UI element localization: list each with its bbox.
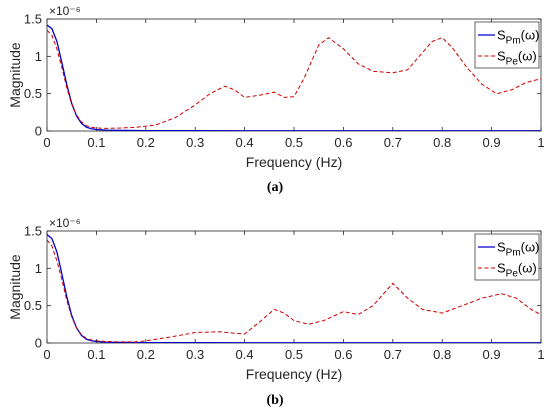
x-tick-label: 0.1 (87, 347, 105, 362)
x-tick-label: 0 (43, 135, 50, 150)
series-line-pe (47, 239, 541, 343)
y-tick-label: 1 (35, 49, 42, 64)
legend: SPm(ω)SPe(ω) (474, 21, 540, 69)
y-tick-label: 0.5 (24, 86, 42, 101)
legend-entry-base: S (497, 240, 506, 255)
x-tick-label: 0.9 (483, 347, 501, 362)
legend-entry-base: S (497, 49, 506, 64)
panel-a: 0 0.1 0.2 0.3 0.4 0.5 0.6 0.7 0.8 0.9 1 0 0.5 1 1.5 ×10… (7, 4, 545, 195)
x-tick-label: 1 (537, 347, 544, 362)
legend-entry: SPm(ω) (497, 28, 539, 47)
y-tick-label: 0 (35, 336, 42, 351)
series-line-pe (47, 29, 541, 129)
x-tick-label: 0.4 (236, 347, 254, 362)
y-tick-label: 0.5 (24, 298, 42, 313)
x-axis-label: Frequency (Hz) (246, 154, 342, 170)
x-tick-label: 0.7 (384, 135, 402, 150)
legend-box (474, 21, 540, 69)
series-line-pm (47, 24, 541, 131)
x-tick-label: 0.3 (186, 135, 204, 150)
x-tick-label: 0.2 (137, 135, 155, 150)
legend-entry: SPe(ω) (497, 261, 537, 280)
y-tick-label: 1.5 (24, 224, 42, 239)
y-exponent-label: ×10⁻⁶ (49, 216, 81, 230)
x-tick-label: 0.2 (137, 347, 155, 362)
x-tick-label: 0.5 (285, 135, 303, 150)
x-tick-label: 0.3 (186, 347, 204, 362)
x-tick-label: 0.5 (285, 347, 303, 362)
plot-area (46, 18, 542, 132)
legend-entry-subscript: Pe (506, 269, 519, 280)
x-axis-label: Frequency (Hz) (246, 366, 342, 382)
x-tick-label: 1 (537, 135, 544, 150)
legend-entry-subscript: Pm (506, 248, 521, 259)
panel-caption: (b) (266, 393, 283, 408)
plot-area (46, 230, 542, 344)
x-tick-label: 0 (43, 347, 50, 362)
legend-entry-tail: (ω) (521, 240, 540, 255)
x-tick-label: 0.7 (384, 347, 402, 362)
panel-caption: (a) (267, 180, 284, 195)
legend-entry-subscript: Pe (506, 57, 519, 68)
legend-entry-tail: (ω) (521, 28, 540, 43)
y-axis-label: Magnitude (7, 42, 23, 108)
x-tick-label: 0.9 (483, 135, 501, 150)
x-tick-label: 0.8 (433, 347, 451, 362)
y-tick-label: 1 (35, 261, 42, 276)
x-tick-label: 0.4 (236, 135, 254, 150)
y-exponent-label: ×10⁻⁶ (49, 4, 81, 18)
legend-box (474, 233, 540, 281)
series-line-pm (47, 234, 541, 343)
y-tick-label: 0 (35, 124, 42, 139)
legend-entry: SPm(ω) (497, 240, 539, 259)
x-tick-label: 0.6 (334, 135, 352, 150)
legend-entry-base: S (497, 28, 506, 43)
x-tick-label: 0.1 (87, 135, 105, 150)
legend: SPm(ω)SPe(ω) (474, 233, 540, 281)
y-axis-label: Magnitude (7, 254, 23, 320)
legend-entry-subscript: Pm (506, 36, 521, 47)
x-tick-label: 0.8 (433, 135, 451, 150)
y-tick-label: 1.5 (24, 12, 42, 27)
x-tick-label: 0.6 (334, 347, 352, 362)
legend-entry: SPe(ω) (497, 49, 537, 68)
legend-entry-base: S (497, 261, 506, 276)
legend-entry-tail: (ω) (518, 261, 537, 276)
legend-entry-tail: (ω) (518, 49, 537, 64)
panel-b: 0 0.1 0.2 0.3 0.4 0.5 0.6 0.7 0.8 0.9 1 0 0.5 1 1.5 ×10… (7, 216, 545, 408)
